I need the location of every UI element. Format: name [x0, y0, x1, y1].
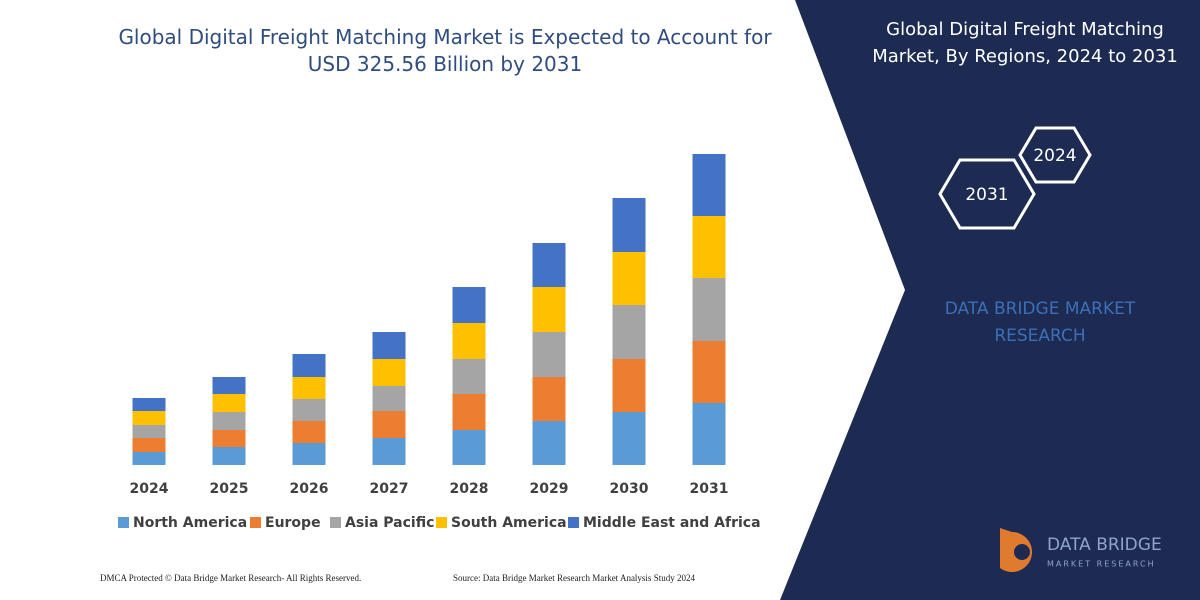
- hexagon-label: 2031: [965, 185, 1008, 205]
- bar-segment: [212, 394, 246, 412]
- logo-sub: MARKET RESEARCH: [1047, 560, 1156, 569]
- bar-segment: [532, 332, 566, 377]
- bar-segment: [212, 377, 246, 394]
- x-tick-label: 2025: [210, 481, 249, 497]
- bar-segment: [612, 359, 646, 412]
- bar-segment: [452, 394, 486, 430]
- bar-segment: [532, 377, 566, 421]
- bar-segment: [692, 278, 726, 341]
- bar-segment: [132, 425, 166, 438]
- bar-segment: [212, 430, 246, 447]
- bar-segment: [692, 154, 726, 216]
- bar-segment: [292, 443, 326, 465]
- x-tick-label: 2024: [130, 481, 169, 497]
- legend-swatch: [118, 517, 129, 528]
- legend-swatch: [250, 517, 261, 528]
- bar-segment: [612, 198, 646, 252]
- x-tick-label: 2029: [530, 481, 569, 497]
- bar-segment: [452, 287, 486, 323]
- brand: DATA BRIDGE MARKET RESEARCH: [944, 299, 1136, 346]
- x-tick-label: 2026: [290, 481, 329, 497]
- bar-segment: [132, 411, 166, 425]
- bar-segment: [292, 421, 326, 443]
- bar-segment: [612, 252, 646, 305]
- footer-right: Source: Data Bridge Market Research Mark…: [453, 573, 695, 583]
- bar-segment: [372, 411, 406, 438]
- bar-segment: [692, 403, 726, 465]
- bar-segment: [452, 323, 486, 359]
- legend-label: South America: [451, 515, 567, 531]
- legend-swatch: [436, 517, 447, 528]
- bar-segment: [692, 341, 726, 403]
- hexagon: [938, 158, 1036, 230]
- bar-segment: [452, 430, 486, 465]
- bar-segment: [212, 447, 246, 465]
- x-tick-label: 2027: [370, 481, 409, 497]
- legend-swatch: [568, 517, 579, 528]
- bar-segment: [292, 377, 326, 399]
- panel-title: Global Digital Freight Matching Market, …: [872, 19, 1178, 67]
- bar-segment: [532, 243, 566, 287]
- bar-segment: [532, 287, 566, 332]
- chart-title: Global Digital Freight Matching Market i…: [118, 25, 772, 76]
- bar-segment: [532, 421, 566, 465]
- x-tick-label: 2031: [690, 481, 729, 497]
- legend-label: Asia Pacific: [345, 515, 434, 531]
- bar-segment: [372, 332, 406, 359]
- legend-label: Europe: [265, 515, 321, 531]
- x-tick-label: 2030: [610, 481, 649, 497]
- legend-swatch: [330, 517, 341, 528]
- bar-segment: [612, 305, 646, 359]
- bar-segment: [612, 412, 646, 465]
- bar-segment: [372, 438, 406, 465]
- legend-label: Middle East and Africa: [583, 515, 761, 531]
- bar-segment: [452, 359, 486, 394]
- logo-name: DATA BRIDGE: [1047, 535, 1162, 555]
- bar-segment: [372, 359, 406, 386]
- bar-segment: [132, 398, 166, 411]
- legend-label: North America: [133, 515, 247, 531]
- logo-icon: [1014, 544, 1030, 560]
- hexagon-label: 2024: [1033, 146, 1076, 166]
- bar-segment: [212, 412, 246, 430]
- bar-segment: [292, 399, 326, 421]
- bar-segment: [132, 452, 166, 465]
- bar-segment: [132, 438, 166, 452]
- side-panel: [780, 0, 1200, 600]
- bar-segment: [692, 216, 726, 278]
- bar-segment: [372, 386, 406, 411]
- bar-segment: [292, 354, 326, 377]
- footer-left: DMCA Protected © Data Bridge Market Rese…: [100, 573, 361, 583]
- hexagon: [1018, 126, 1092, 184]
- x-tick-label: 2028: [450, 481, 489, 497]
